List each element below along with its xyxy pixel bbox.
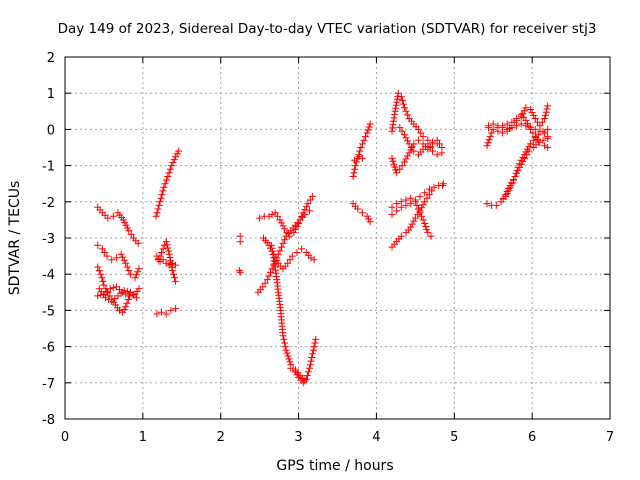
x-tick-label: 1: [139, 430, 147, 445]
y-tick-label: -7: [42, 377, 55, 392]
grid-lines: [65, 57, 610, 419]
y-tick-label: -8: [42, 413, 55, 428]
y-tick-label: 0: [47, 123, 55, 138]
y-axis-label: SDTVAR / TECUs: [7, 181, 23, 296]
plot-frame: [64, 56, 611, 420]
y-tick-label: -2: [42, 196, 55, 211]
x-tick-label: 3: [294, 430, 302, 445]
y-tick-label: -5: [42, 304, 55, 319]
y-tick-labels: -8 -7 -6 -5 -4 -3 -2 -1 0 1 2: [42, 51, 55, 428]
x-tick-label: 0: [61, 430, 69, 445]
chart-title: Day 149 of 2023, Sidereal Day-to-day VTE…: [58, 21, 597, 37]
x-tick-label: 6: [528, 430, 536, 445]
y-tick-label: 1: [47, 87, 55, 102]
x-axis-label: GPS time / hours: [276, 458, 393, 474]
y-tick-label: -1: [42, 160, 55, 175]
y-tick-label: -4: [42, 268, 55, 283]
x-tick-label: 5: [450, 430, 458, 445]
x-tick-label: 7: [606, 430, 614, 445]
data-points: [94, 89, 552, 387]
sdtvar-series: [94, 89, 552, 387]
x-tick-labels: 0 1 2 3 4 5 6 7: [61, 430, 614, 445]
y-tick-label: 2: [47, 51, 55, 66]
y-tick-label: -3: [42, 232, 55, 247]
y-tick-label: -6: [42, 341, 55, 356]
x-tick-label: 2: [217, 430, 225, 445]
x-tick-label: 4: [372, 430, 380, 445]
